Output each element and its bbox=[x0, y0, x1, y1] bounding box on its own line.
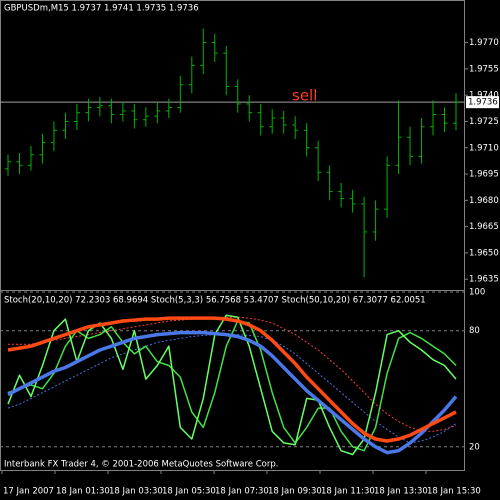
y-tick-label: 1.9710 bbox=[469, 143, 499, 153]
stoch-line bbox=[7, 316, 457, 443]
y-tick-label: 80 bbox=[469, 326, 480, 336]
y-tick-label: 1.9635 bbox=[469, 275, 499, 285]
x-tick-label: 18 Jan 13:30 bbox=[374, 487, 428, 497]
x-tick-label: 18 Jan 03:30 bbox=[109, 487, 163, 497]
x-tick-label: 18 Jan 15:30 bbox=[427, 487, 481, 497]
indicator-title: Stoch(20,10,20) 72.2303 68.9694 Stoch(5,… bbox=[4, 296, 426, 306]
frame bbox=[0, 0, 465, 471]
x-tick-label: 18 Jan 07:30 bbox=[215, 487, 269, 497]
footer: Interbank FX Trader 4, © 2001-2006 MetaQ… bbox=[4, 460, 278, 470]
stoch-line bbox=[7, 320, 457, 452]
price-label-box bbox=[466, 96, 499, 109]
y-tick-label: 1.9665 bbox=[469, 222, 499, 232]
y-tick-label: 1.9770 bbox=[469, 38, 499, 48]
y-tick-label: 1.9740 bbox=[469, 91, 499, 101]
stoch-line bbox=[7, 330, 458, 455]
y-tick-label: 1.9755 bbox=[469, 64, 499, 74]
stoch-line bbox=[7, 314, 457, 456]
y-tick-label: 1.9650 bbox=[469, 248, 499, 258]
y-tick-label: 1.9725 bbox=[469, 117, 499, 127]
x-tick-label: 18 Jan 01:30 bbox=[56, 487, 110, 497]
annotation: sell bbox=[292, 87, 317, 105]
y-tick-label: 1.9695 bbox=[469, 170, 499, 180]
stoch-line bbox=[7, 334, 457, 444]
x-tick-label: 18 Jan 05:30 bbox=[162, 487, 216, 497]
x-tick-label: 17 Jan 2007 bbox=[3, 487, 54, 497]
chart-title: GBPUSDm,M15 1.9737 1.9741 1.9735 1.9736 bbox=[4, 4, 199, 14]
x-tick-label: 18 Jan 09:30 bbox=[268, 487, 322, 497]
y-tick-label: 20 bbox=[469, 442, 480, 452]
y-tick-label: 1.9680 bbox=[469, 196, 499, 206]
y-tick-label: 100 bbox=[469, 288, 485, 298]
current-price-label: 1.9736 bbox=[468, 98, 498, 108]
x-tick-label: 18 Jan 11:30 bbox=[321, 487, 375, 497]
